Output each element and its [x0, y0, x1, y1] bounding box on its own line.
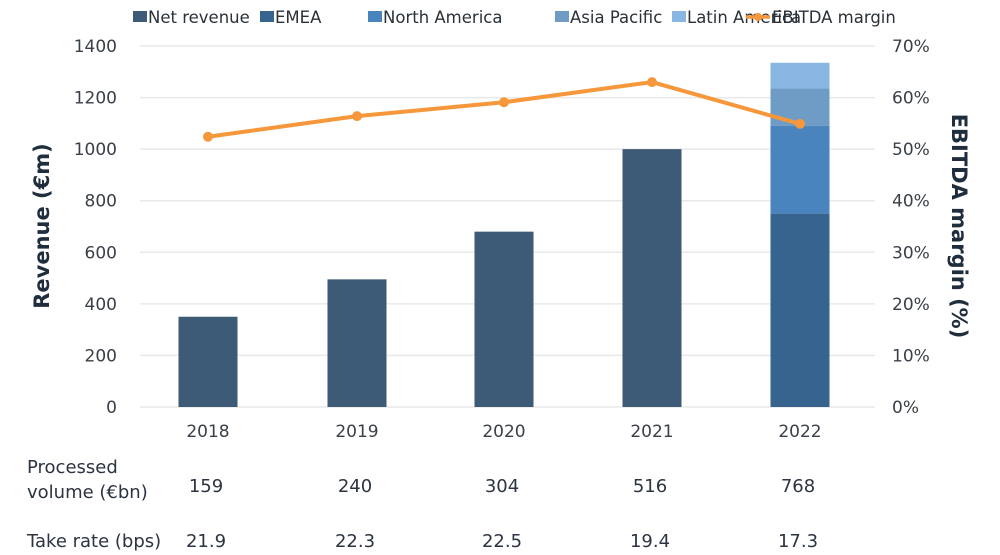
x-tick-label: 2020 — [482, 422, 525, 442]
right-tick-label: 70% — [892, 37, 930, 57]
table-cell: 240 — [338, 476, 372, 497]
left-tick-label: 600 — [85, 243, 117, 263]
left-tick-label: 200 — [85, 346, 117, 366]
x-tick-label: 2019 — [335, 422, 378, 442]
x-axis: 2018 2019 2020 2021 2022 — [186, 422, 821, 442]
bar-emea-2022 — [770, 213, 830, 407]
legend-swatch-emea — [260, 11, 274, 22]
table-cell: 17.3 — [778, 531, 818, 552]
right-tick-label: 30% — [892, 243, 930, 263]
table-cell: 768 — [781, 476, 815, 497]
left-axis-title: Revenue (€m) — [30, 143, 54, 309]
bar-net-revenue-2019 — [327, 279, 387, 407]
ebitda-point-2020 — [499, 97, 509, 108]
table-cell: 21.9 — [186, 531, 226, 552]
table-cell: 22.5 — [482, 531, 522, 552]
legend-swatch-north-america — [368, 11, 382, 22]
legend-label-north-america: North America — [383, 8, 502, 27]
right-tick-label: 10% — [892, 346, 930, 366]
right-tick-label: 20% — [892, 295, 930, 315]
legend-label-emea: EMEA — [275, 8, 322, 27]
x-tick-label: 2022 — [778, 422, 821, 442]
legend-label-asia-pacific: Asia Pacific — [570, 8, 662, 27]
ebitda-margin-line — [207, 80, 801, 139]
ebitda-line-layer — [203, 77, 805, 142]
bar-latin-america-2022 — [770, 62, 830, 89]
right-axis-title: EBITDA margin (%) — [947, 114, 971, 339]
ebitda-point-2019 — [352, 111, 362, 122]
bar-net-revenue-2021 — [622, 149, 682, 407]
left-tick-label: 0 — [106, 398, 117, 418]
right-tick-label: 40% — [892, 192, 930, 212]
legend-marker-ebitda-margin — [754, 13, 762, 21]
legend-label-net-revenue: Net revenue — [148, 8, 250, 27]
table-row-label: volume (€bn) — [27, 482, 148, 503]
legend-swatch-net-revenue — [133, 11, 147, 22]
right-tick-label: 0% — [892, 398, 919, 418]
left-tick-label: 1000 — [74, 140, 117, 160]
legend: Net revenue EMEA North America Asia Pacific… — [133, 8, 896, 27]
left-tick-label: 800 — [85, 192, 117, 212]
table-row-label: Take rate (bps) — [26, 531, 161, 552]
table-row-label: Processed — [27, 457, 118, 478]
table-cell: 516 — [633, 476, 667, 497]
left-tick-label: 1200 — [74, 89, 117, 109]
legend-swatch-latin-america — [672, 11, 686, 22]
left-tick-label: 400 — [85, 295, 117, 315]
legend-label-ebitda-margin: EBITDA margin — [772, 8, 896, 27]
left-axis: 0 200 400 600 800 1000 1200 1400 — [74, 37, 117, 418]
x-tick-label: 2018 — [186, 422, 229, 442]
bar-net-revenue-2018 — [178, 316, 238, 407]
bars — [178, 62, 830, 407]
left-tick-label: 1400 — [74, 37, 117, 57]
metrics-table: Processed volume (€bn) 159 240 304 516 768 Take… — [26, 457, 818, 552]
table-cell: 19.4 — [630, 531, 670, 552]
table-cell: 304 — [485, 476, 519, 497]
bar-north-america-2022 — [770, 125, 830, 214]
table-cell: 159 — [189, 476, 223, 497]
bar-net-revenue-2020 — [474, 231, 534, 407]
right-tick-label: 50% — [892, 140, 930, 160]
x-tick-label: 2021 — [630, 422, 673, 442]
legend-swatch-asia-pacific — [555, 11, 569, 22]
ebitda-point-2022 — [795, 118, 805, 129]
table-cell: 22.3 — [335, 531, 375, 552]
legend-label-latin-america: Latin America — [687, 8, 801, 27]
right-tick-label: 60% — [892, 89, 930, 109]
ebitda-point-2018 — [203, 131, 213, 142]
right-axis: 0% 10% 20% 30% 40% 50% 60% 70% — [892, 37, 930, 418]
ebitda-point-2021 — [647, 77, 657, 88]
